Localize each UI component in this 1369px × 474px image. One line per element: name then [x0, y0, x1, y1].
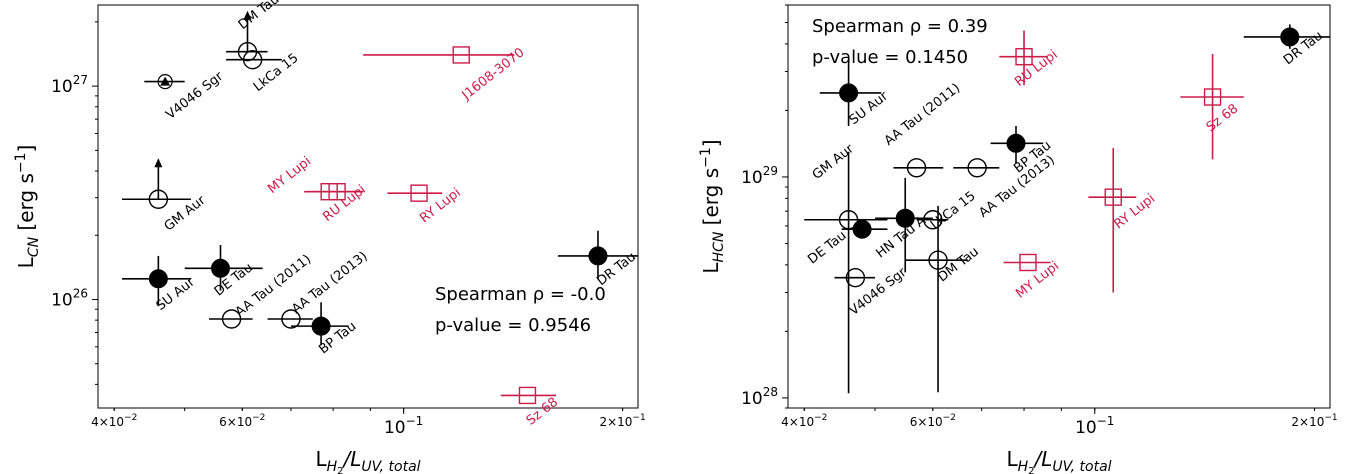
- point-label: V4046 Sgr: [847, 265, 910, 319]
- filled-circle-marker: [210, 258, 230, 278]
- data-point: GM Aur: [122, 158, 209, 234]
- data-point: V4046 Sgr: [144, 69, 227, 123]
- x-tick-label: 2×10−1: [1291, 413, 1337, 429]
- y-tick-label: 1029: [741, 164, 778, 188]
- x-tick-label: 10−1: [1075, 414, 1114, 438]
- right-x-axis-label: LH2/LUV, total: [1006, 447, 1111, 474]
- x-tick-label: 6×10−2: [219, 413, 265, 429]
- open-circle-marker: [928, 250, 948, 270]
- open-square-marker: [452, 46, 470, 64]
- open-square-marker: [1015, 48, 1033, 66]
- point-label: RU Lupi: [1012, 47, 1060, 89]
- open-circle-marker: [967, 158, 987, 178]
- y-tick-label: 1026: [51, 286, 88, 310]
- y-tick-label: 1028: [741, 385, 778, 409]
- x-tick-label: 10−1: [384, 414, 423, 438]
- filled-circle-marker: [588, 246, 608, 266]
- data-point: DE Tau: [805, 219, 888, 267]
- triangle-marker: [160, 76, 171, 86]
- data-point: MY Lupi: [1003, 253, 1062, 302]
- data-point: SU Aur: [122, 255, 198, 314]
- data-point: DR Tau: [1243, 24, 1330, 68]
- filled-circle-marker: [1006, 133, 1026, 153]
- open-circle-marker: [281, 309, 301, 329]
- data-point: SU Aur: [819, 62, 892, 128]
- data-point: AA Tau (2011): [882, 81, 963, 178]
- point-label: DE Tau: [805, 228, 849, 267]
- arrow-head: [243, 10, 252, 20]
- right-chart-hcn: 1028 1029 4×10−2 6×10−2 10−1 2×10−1 LH2/LUV, t…: [698, 4, 1338, 474]
- open-square-marker: [1104, 188, 1122, 206]
- data-point: AA Tau (2013): [953, 153, 1058, 221]
- point-label: LkCa 15: [251, 51, 302, 95]
- arrow-head: [154, 158, 163, 168]
- point-label: DM Tau: [935, 244, 982, 285]
- point-label: AA Tau (2011): [882, 81, 963, 149]
- open-circle-marker: [923, 210, 943, 230]
- open-circle-marker: [157, 73, 173, 90]
- data-point: LkCa 15: [226, 49, 302, 95]
- data-point: RY Lupi: [1088, 148, 1158, 293]
- data-point: AA Tau (2013): [267, 249, 371, 329]
- open-square-marker: [1203, 88, 1222, 106]
- open-circle-marker: [242, 49, 263, 70]
- filled-circle-marker: [148, 269, 168, 289]
- left-x-axis-label: LH2/LUV, total: [315, 447, 420, 474]
- filled-circle-marker: [895, 208, 915, 228]
- filled-circle-marker: [1280, 27, 1300, 47]
- left-y-axis-label: LCN [erg s−1]: [13, 145, 42, 269]
- x-tick-label: 4×10−2: [91, 413, 137, 429]
- left-spearman-text: Spearman ρ = -0.0: [435, 284, 606, 305]
- filled-circle-marker: [311, 316, 331, 336]
- data-point: LkCa 15: [916, 189, 979, 233]
- data-point: RU Lupi: [304, 182, 369, 225]
- data-point: DM Tau: [226, 0, 282, 62]
- x-tick-label: 6×10−2: [910, 413, 956, 429]
- data-point: Sz 68: [1180, 54, 1244, 160]
- point-label: MY Lupi: [265, 154, 314, 197]
- left-pvalue-text: p-value = 0.9546: [435, 315, 591, 336]
- open-circle-marker: [221, 309, 242, 329]
- open-circle-marker: [148, 189, 169, 209]
- right-pvalue-text: p-value = 0.1450: [812, 47, 968, 68]
- filled-circle-marker: [839, 83, 859, 103]
- y-tick-label: 1027: [51, 73, 88, 97]
- point-label: V4046 Sgr: [163, 69, 226, 123]
- data-point: HN Tau A: [873, 177, 933, 273]
- x-tick-label: 2×10−1: [599, 413, 645, 429]
- data-point: RU Lupi: [999, 30, 1061, 90]
- right-plot-frame: [787, 4, 1331, 409]
- open-square-marker: [320, 183, 338, 201]
- point-label: RY Lupi: [417, 185, 464, 226]
- left-chart-cn: 1026 1027 4×10−2 6×10−2 10−1 2×10−1 LH2/LUV, t…: [13, 0, 646, 474]
- open-square-marker: [1019, 253, 1037, 272]
- open-circle-marker: [845, 267, 866, 288]
- open-square-marker: [410, 184, 428, 202]
- filled-circle-marker: [852, 219, 872, 239]
- open-circle-marker: [906, 158, 927, 178]
- right-spearman-text: Spearman ρ = 0.39: [812, 16, 988, 37]
- open-square-marker: [518, 386, 537, 405]
- right-y-axis-label: LHCN [erg s−1]: [698, 139, 727, 273]
- data-point: DE Tau: [184, 245, 263, 299]
- data-point: DR Tau: [557, 230, 639, 289]
- point-label: GM Aur: [810, 141, 857, 183]
- data-point: V4046 Sgr: [834, 265, 910, 319]
- left-plot-frame: [97, 4, 639, 409]
- data-point: MY Lupi: [265, 154, 356, 201]
- data-point: GM Aur: [804, 141, 888, 394]
- x-tick-label: 4×10−2: [781, 413, 827, 429]
- data-point: J1608-3070: [363, 45, 528, 104]
- data-point: RY Lupi: [387, 184, 464, 226]
- point-label: Sz 68: [1204, 101, 1241, 135]
- point-label: Sz 68: [524, 395, 561, 429]
